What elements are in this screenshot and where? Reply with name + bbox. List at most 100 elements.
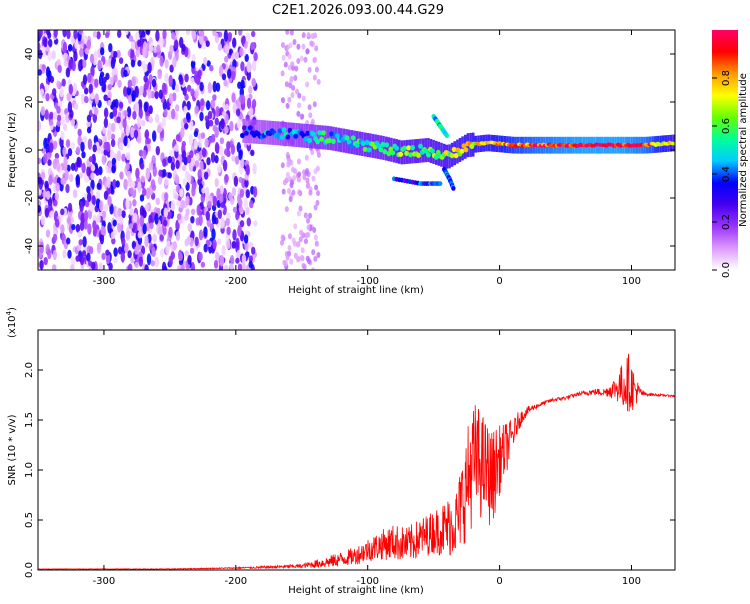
noise-cell xyxy=(158,226,163,237)
noise-cell xyxy=(77,135,82,147)
noise-cell xyxy=(280,162,285,169)
noise-cell xyxy=(244,53,249,63)
noise-cell xyxy=(59,86,64,98)
noise-cell xyxy=(199,160,204,172)
noise-cell xyxy=(235,210,240,221)
noise-cell xyxy=(240,61,245,72)
noise-cell xyxy=(280,239,284,246)
noise-cell xyxy=(140,163,145,170)
x-tick-label: 100 xyxy=(622,276,641,287)
noise-cell xyxy=(38,30,43,38)
noise-cell xyxy=(70,162,76,171)
noise-cell xyxy=(205,40,210,48)
noise-cell xyxy=(49,75,55,84)
noise-cell xyxy=(239,188,245,198)
noise-cell xyxy=(126,86,132,96)
noise-cell xyxy=(245,189,250,199)
noise-cell xyxy=(211,228,216,241)
noise-cell xyxy=(291,237,296,244)
noise-cell xyxy=(246,217,251,227)
noise-cell xyxy=(79,254,85,266)
ridge-cell xyxy=(303,136,309,142)
noise-cell xyxy=(316,78,321,85)
noise-cell xyxy=(297,158,301,165)
noise-cell xyxy=(130,49,135,59)
ridge-halo xyxy=(242,118,245,143)
noise-cell xyxy=(157,124,162,134)
noise-cell xyxy=(282,179,287,186)
noise-cell xyxy=(306,31,311,38)
noise-cell xyxy=(105,249,110,256)
noise-cell xyxy=(194,160,200,168)
noise-cell xyxy=(147,88,152,99)
noise-cell xyxy=(45,229,51,238)
noise-cell xyxy=(55,218,60,228)
ridge-halo xyxy=(384,136,388,161)
noise-cell xyxy=(109,149,115,159)
noise-cell xyxy=(194,90,199,99)
noise-cell xyxy=(246,69,251,81)
snr-series-line xyxy=(38,353,675,570)
noise-cell xyxy=(187,222,192,233)
noise-cell xyxy=(221,244,226,256)
noise-cell xyxy=(86,252,91,262)
ridge-halo xyxy=(326,125,330,150)
noise-cell xyxy=(131,76,136,87)
noise-cell xyxy=(135,167,140,179)
noise-cell xyxy=(41,64,46,71)
noise-cell xyxy=(107,91,112,100)
noise-cell xyxy=(215,251,220,261)
noise-cell xyxy=(45,190,51,200)
noise-cell xyxy=(125,162,130,171)
noise-cell xyxy=(67,249,72,259)
noise-cell xyxy=(226,241,231,250)
noise-cell xyxy=(282,259,287,266)
noise-cell xyxy=(306,231,311,238)
noise-cell xyxy=(222,159,228,172)
ridge-cell xyxy=(335,133,340,139)
ridge-halo xyxy=(329,126,333,151)
noise-cell xyxy=(102,76,107,84)
noise-cell xyxy=(163,219,168,227)
noise-cell xyxy=(155,197,160,206)
noise-cell xyxy=(204,138,209,148)
noise-cell xyxy=(311,175,316,182)
noise-cell xyxy=(215,106,220,118)
noise-cell xyxy=(39,259,44,270)
noise-cell xyxy=(236,249,241,260)
noise-cell xyxy=(150,179,156,189)
noise-cell xyxy=(203,226,208,238)
noise-cell xyxy=(313,204,318,211)
noise-cell xyxy=(168,74,173,87)
noise-cell xyxy=(79,202,84,213)
snr-y-multiplier: (x104) xyxy=(5,307,18,338)
noise-cell xyxy=(66,92,71,102)
noise-cell xyxy=(102,125,107,135)
noise-cell xyxy=(80,93,86,105)
noise-cell xyxy=(224,103,230,111)
noise-cell xyxy=(66,30,71,40)
noise-cell xyxy=(230,144,236,155)
noise-cell xyxy=(206,157,211,166)
noise-cell xyxy=(221,110,227,117)
noise-cell xyxy=(210,152,216,163)
noise-cell xyxy=(106,176,111,189)
noise-cell xyxy=(56,161,61,172)
noise-cell xyxy=(103,94,108,102)
noise-cell xyxy=(164,72,169,83)
noise-cell xyxy=(281,188,286,195)
noise-cell xyxy=(235,257,240,264)
noise-cell xyxy=(174,39,179,50)
noise-cell xyxy=(184,123,189,130)
noise-cell xyxy=(171,32,176,40)
noise-cell xyxy=(129,207,134,216)
noise-cell xyxy=(104,203,109,212)
noise-cell xyxy=(87,192,92,203)
noise-cell xyxy=(116,150,122,162)
noise-cell xyxy=(209,64,214,72)
noise-cell xyxy=(80,141,85,152)
noise-cell xyxy=(212,195,218,208)
noise-cell xyxy=(245,164,250,176)
noise-cell xyxy=(47,248,52,260)
noise-cell xyxy=(75,146,81,155)
